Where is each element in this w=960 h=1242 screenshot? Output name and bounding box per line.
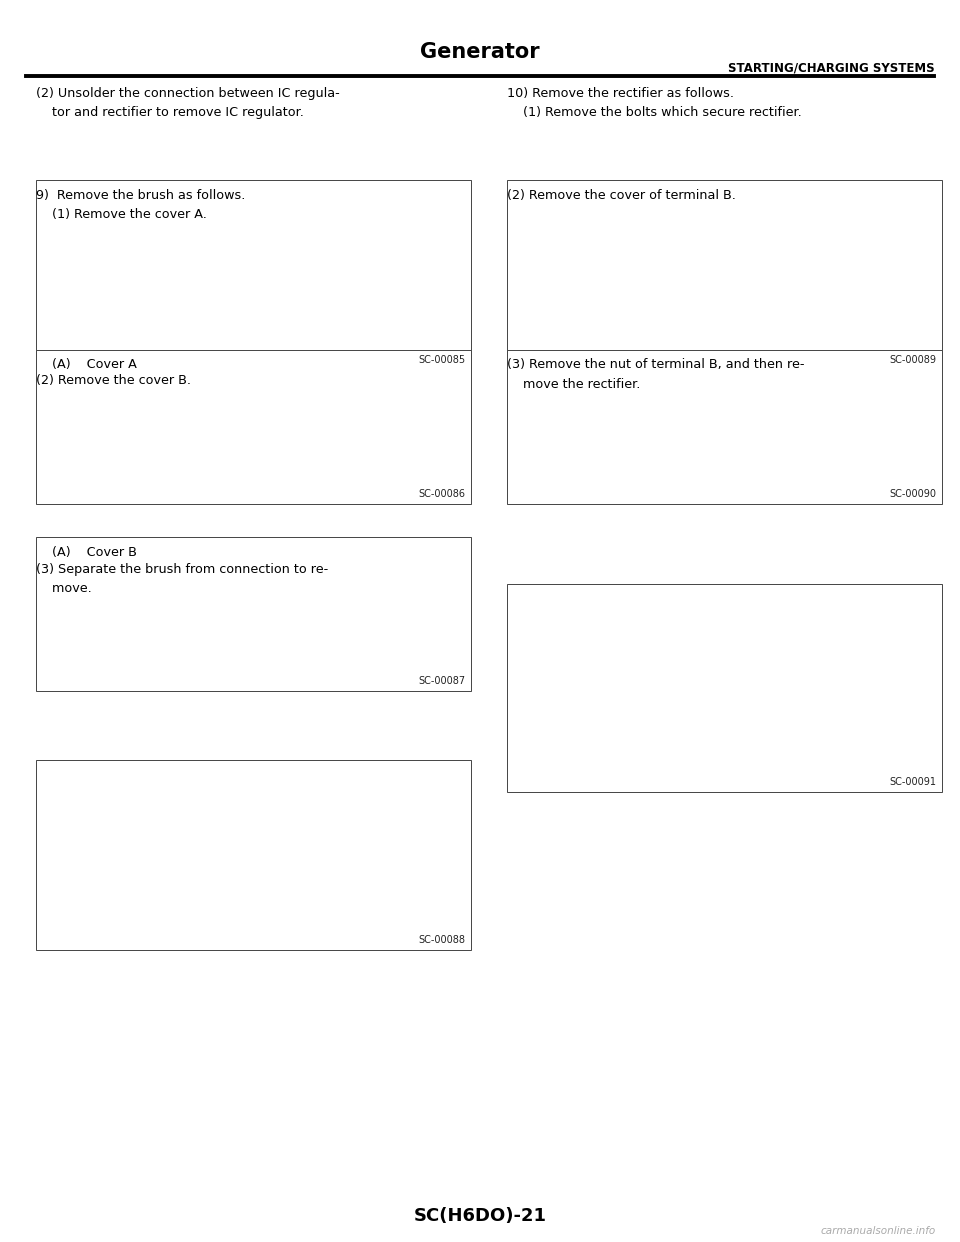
FancyBboxPatch shape [507, 180, 942, 370]
Text: SC-00088: SC-00088 [419, 934, 466, 944]
Text: SC-00091: SC-00091 [889, 777, 936, 787]
Text: move.: move. [36, 581, 92, 595]
FancyBboxPatch shape [36, 180, 471, 370]
FancyBboxPatch shape [36, 760, 471, 949]
Text: SC-00087: SC-00087 [419, 676, 466, 686]
Text: carmanualsonline.info: carmanualsonline.info [821, 1226, 936, 1236]
Text: Generator: Generator [420, 42, 540, 62]
Text: (A)    Cover B: (A) Cover B [36, 546, 137, 559]
Text: (1) Remove the bolts which secure rectifier.: (1) Remove the bolts which secure rectif… [507, 106, 802, 119]
Text: 10) Remove the rectifier as follows.: 10) Remove the rectifier as follows. [507, 87, 733, 99]
FancyBboxPatch shape [507, 349, 942, 504]
Text: (1) Remove the cover A.: (1) Remove the cover A. [36, 209, 207, 221]
Text: STARTING/CHARGING SYSTEMS: STARTING/CHARGING SYSTEMS [729, 61, 935, 75]
Text: (3) Separate the brush from connection to re-: (3) Separate the brush from connection t… [36, 563, 328, 575]
Text: SC-00085: SC-00085 [419, 354, 466, 365]
Text: tor and rectifier to remove IC regulator.: tor and rectifier to remove IC regulator… [36, 106, 304, 119]
Text: SC-00090: SC-00090 [889, 489, 936, 499]
FancyBboxPatch shape [36, 349, 471, 504]
Text: 9)  Remove the brush as follows.: 9) Remove the brush as follows. [36, 189, 246, 201]
Text: (2) Remove the cover of terminal B.: (2) Remove the cover of terminal B. [507, 189, 735, 201]
Text: move the rectifier.: move the rectifier. [507, 378, 640, 390]
Text: (2) Unsolder the connection between IC regula-: (2) Unsolder the connection between IC r… [36, 87, 340, 99]
Text: (2) Remove the cover B.: (2) Remove the cover B. [36, 375, 191, 388]
Text: SC(H6DO)-21: SC(H6DO)-21 [414, 1207, 546, 1225]
Text: (3) Remove the nut of terminal B, and then re-: (3) Remove the nut of terminal B, and th… [507, 358, 804, 371]
Text: SC-00086: SC-00086 [419, 489, 466, 499]
Text: (A)    Cover A: (A) Cover A [36, 358, 137, 371]
FancyBboxPatch shape [507, 584, 942, 792]
FancyBboxPatch shape [36, 537, 471, 692]
Text: SC-00089: SC-00089 [889, 354, 936, 365]
